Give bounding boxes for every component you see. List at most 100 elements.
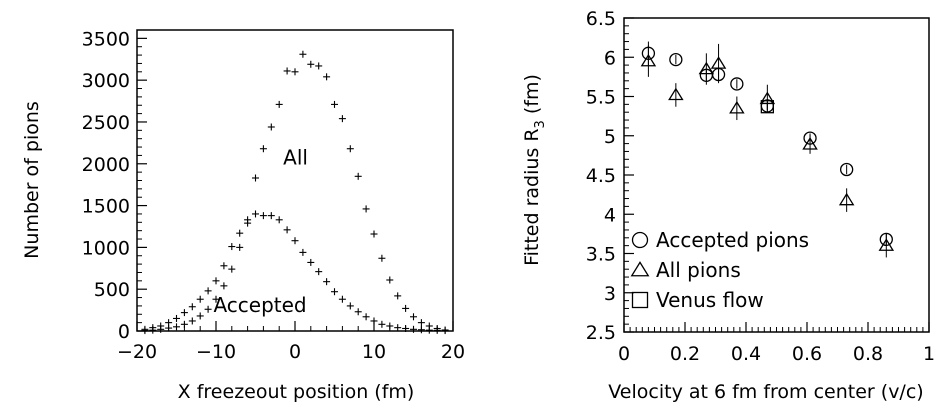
right-legend-label: Accepted pions bbox=[656, 228, 809, 252]
left-series-0-point bbox=[386, 276, 394, 284]
left-series-1-point bbox=[346, 302, 354, 310]
left-series-0-point bbox=[196, 312, 204, 320]
left-series-1-point bbox=[315, 268, 323, 276]
left-series-0-point bbox=[220, 282, 228, 290]
left-series-0-point bbox=[417, 319, 425, 327]
left-series-1-point bbox=[433, 326, 441, 334]
right-series-2-point bbox=[760, 100, 774, 114]
left-series-0-point bbox=[267, 123, 275, 131]
right-x-tick-label: 0.2 bbox=[670, 343, 700, 365]
right-y-tick-label: 6 bbox=[604, 47, 616, 69]
right-series-1-point bbox=[698, 53, 715, 85]
right-series-1-point bbox=[878, 233, 895, 258]
left-series-1-point bbox=[204, 287, 212, 295]
left-y-tick-label: 2000 bbox=[82, 154, 130, 176]
left-series-0-point bbox=[307, 60, 315, 68]
left-series-1-point bbox=[378, 320, 386, 328]
left-series-1-point bbox=[299, 248, 307, 256]
left-series-1-point bbox=[212, 277, 220, 285]
right-y-label-main: Fitted radius R bbox=[521, 128, 543, 266]
left-series-0-point bbox=[410, 313, 417, 321]
left-series-1-point bbox=[196, 295, 204, 303]
left-series-1-point bbox=[291, 237, 299, 245]
left-y-tick-label: 1000 bbox=[82, 237, 130, 259]
left-series-1-point bbox=[417, 326, 425, 334]
right-y-tick-label: 2.5 bbox=[586, 322, 616, 344]
left-series-0-point bbox=[338, 115, 346, 123]
left-series-1-point bbox=[283, 226, 291, 234]
right-y-tick-label: 4 bbox=[604, 204, 616, 226]
left-axis-ticks: −20 −10 0 10 20 0 500 1000 1500 2000 2500 3000 3500 bbox=[82, 28, 465, 363]
left-series-0-point bbox=[236, 243, 244, 251]
right-y-tick-label: 3.5 bbox=[586, 244, 616, 266]
left-series-0-point bbox=[299, 50, 307, 58]
left-series-1-point bbox=[165, 319, 173, 327]
right-series-1-point bbox=[838, 188, 855, 212]
right-series-0-point bbox=[669, 52, 683, 67]
right-y-label-sub: 3 bbox=[533, 120, 548, 128]
right-legend: Accepted pions All pions Venus flow bbox=[630, 228, 809, 312]
left-series-1-point bbox=[252, 210, 259, 218]
right-x-tick-label: 1 bbox=[923, 343, 935, 365]
left-y-tick-label: 3500 bbox=[82, 28, 130, 50]
left-x-tick-label: 20 bbox=[441, 341, 465, 363]
right-series-0-point bbox=[730, 77, 744, 91]
left-series-1-point bbox=[354, 308, 362, 316]
right-series-1-point bbox=[668, 83, 684, 107]
right-series-1-point bbox=[710, 43, 727, 84]
right-y-tick-label: 6.5 bbox=[586, 8, 616, 30]
right-series-0-point bbox=[840, 162, 854, 177]
right-legend-label: Venus flow bbox=[656, 288, 764, 312]
left-y-tick-label: 2500 bbox=[82, 112, 130, 134]
left-y-tick-label: 3000 bbox=[82, 70, 130, 92]
left-series-1-point bbox=[228, 243, 236, 251]
left-series-0-point bbox=[323, 73, 331, 81]
left-y-tick-label: 500 bbox=[94, 279, 130, 301]
left-series-0-point bbox=[252, 174, 259, 182]
left-series-1-point bbox=[386, 322, 394, 330]
right-y-tick-label: 5 bbox=[604, 126, 616, 148]
right-series-1-point bbox=[640, 45, 657, 77]
right-x-tick-label: 0.6 bbox=[792, 343, 822, 365]
left-series-1-point bbox=[362, 313, 370, 321]
left-series-1-point bbox=[338, 295, 346, 303]
right-x-tick-label: 0.4 bbox=[731, 343, 761, 365]
left-series-1-point bbox=[441, 327, 449, 335]
left-series-1-point bbox=[149, 324, 157, 332]
right-x-tick-label: 0 bbox=[618, 343, 630, 365]
right-series-1-point bbox=[729, 96, 745, 121]
left-series-0-point bbox=[402, 304, 410, 312]
right-legend-entry: Accepted pions bbox=[631, 228, 809, 252]
left-x-tick-label: −10 bbox=[196, 341, 236, 363]
right-y-tick-label: 5.5 bbox=[586, 87, 616, 109]
right-y-tick-label: 4.5 bbox=[586, 165, 616, 187]
right-chart: 0 0.2 0.4 0.6 0.8 1 2.5 3 3.5 4 4.5 5 5.5 6 6.5 Accept… bbox=[521, 8, 935, 403]
right-legend-label: All pions bbox=[656, 258, 741, 282]
left-data-marks bbox=[141, 50, 449, 335]
left-series-0-point bbox=[212, 295, 220, 303]
left-series-0-point bbox=[394, 292, 402, 300]
right-y-label-unit-text: (fm) bbox=[521, 74, 543, 114]
left-series-1-point bbox=[425, 326, 433, 334]
left-series-0-point bbox=[188, 317, 196, 325]
left-series-0-point bbox=[275, 100, 283, 108]
left-annotation-all: All bbox=[283, 146, 308, 170]
left-series-1-point bbox=[220, 262, 228, 270]
left-y-tick-label: 1500 bbox=[82, 196, 130, 218]
right-x-axis-label: Velocity at 6 fm from center (v/c) bbox=[608, 381, 923, 403]
left-series-0-point bbox=[291, 68, 299, 76]
left-series-1-point bbox=[188, 303, 196, 311]
left-y-tick-label: 0 bbox=[118, 321, 130, 343]
left-series-1-point bbox=[244, 219, 252, 227]
left-series-0-point bbox=[362, 205, 370, 213]
right-axis-ticks: 0 0.2 0.4 0.6 0.8 1 2.5 3 3.5 4 4.5 5 5.5 6 6.5 bbox=[586, 8, 935, 365]
left-series-0-point bbox=[259, 145, 267, 153]
left-series-1-point bbox=[410, 325, 417, 333]
left-series-1-point bbox=[394, 324, 402, 332]
right-plot-frame bbox=[623, 17, 930, 333]
left-series-0-point bbox=[315, 62, 323, 70]
left-x-tick-label: 10 bbox=[362, 341, 386, 363]
left-series-0-point bbox=[346, 145, 354, 153]
left-y-axis-label: Number of pions bbox=[21, 101, 43, 259]
